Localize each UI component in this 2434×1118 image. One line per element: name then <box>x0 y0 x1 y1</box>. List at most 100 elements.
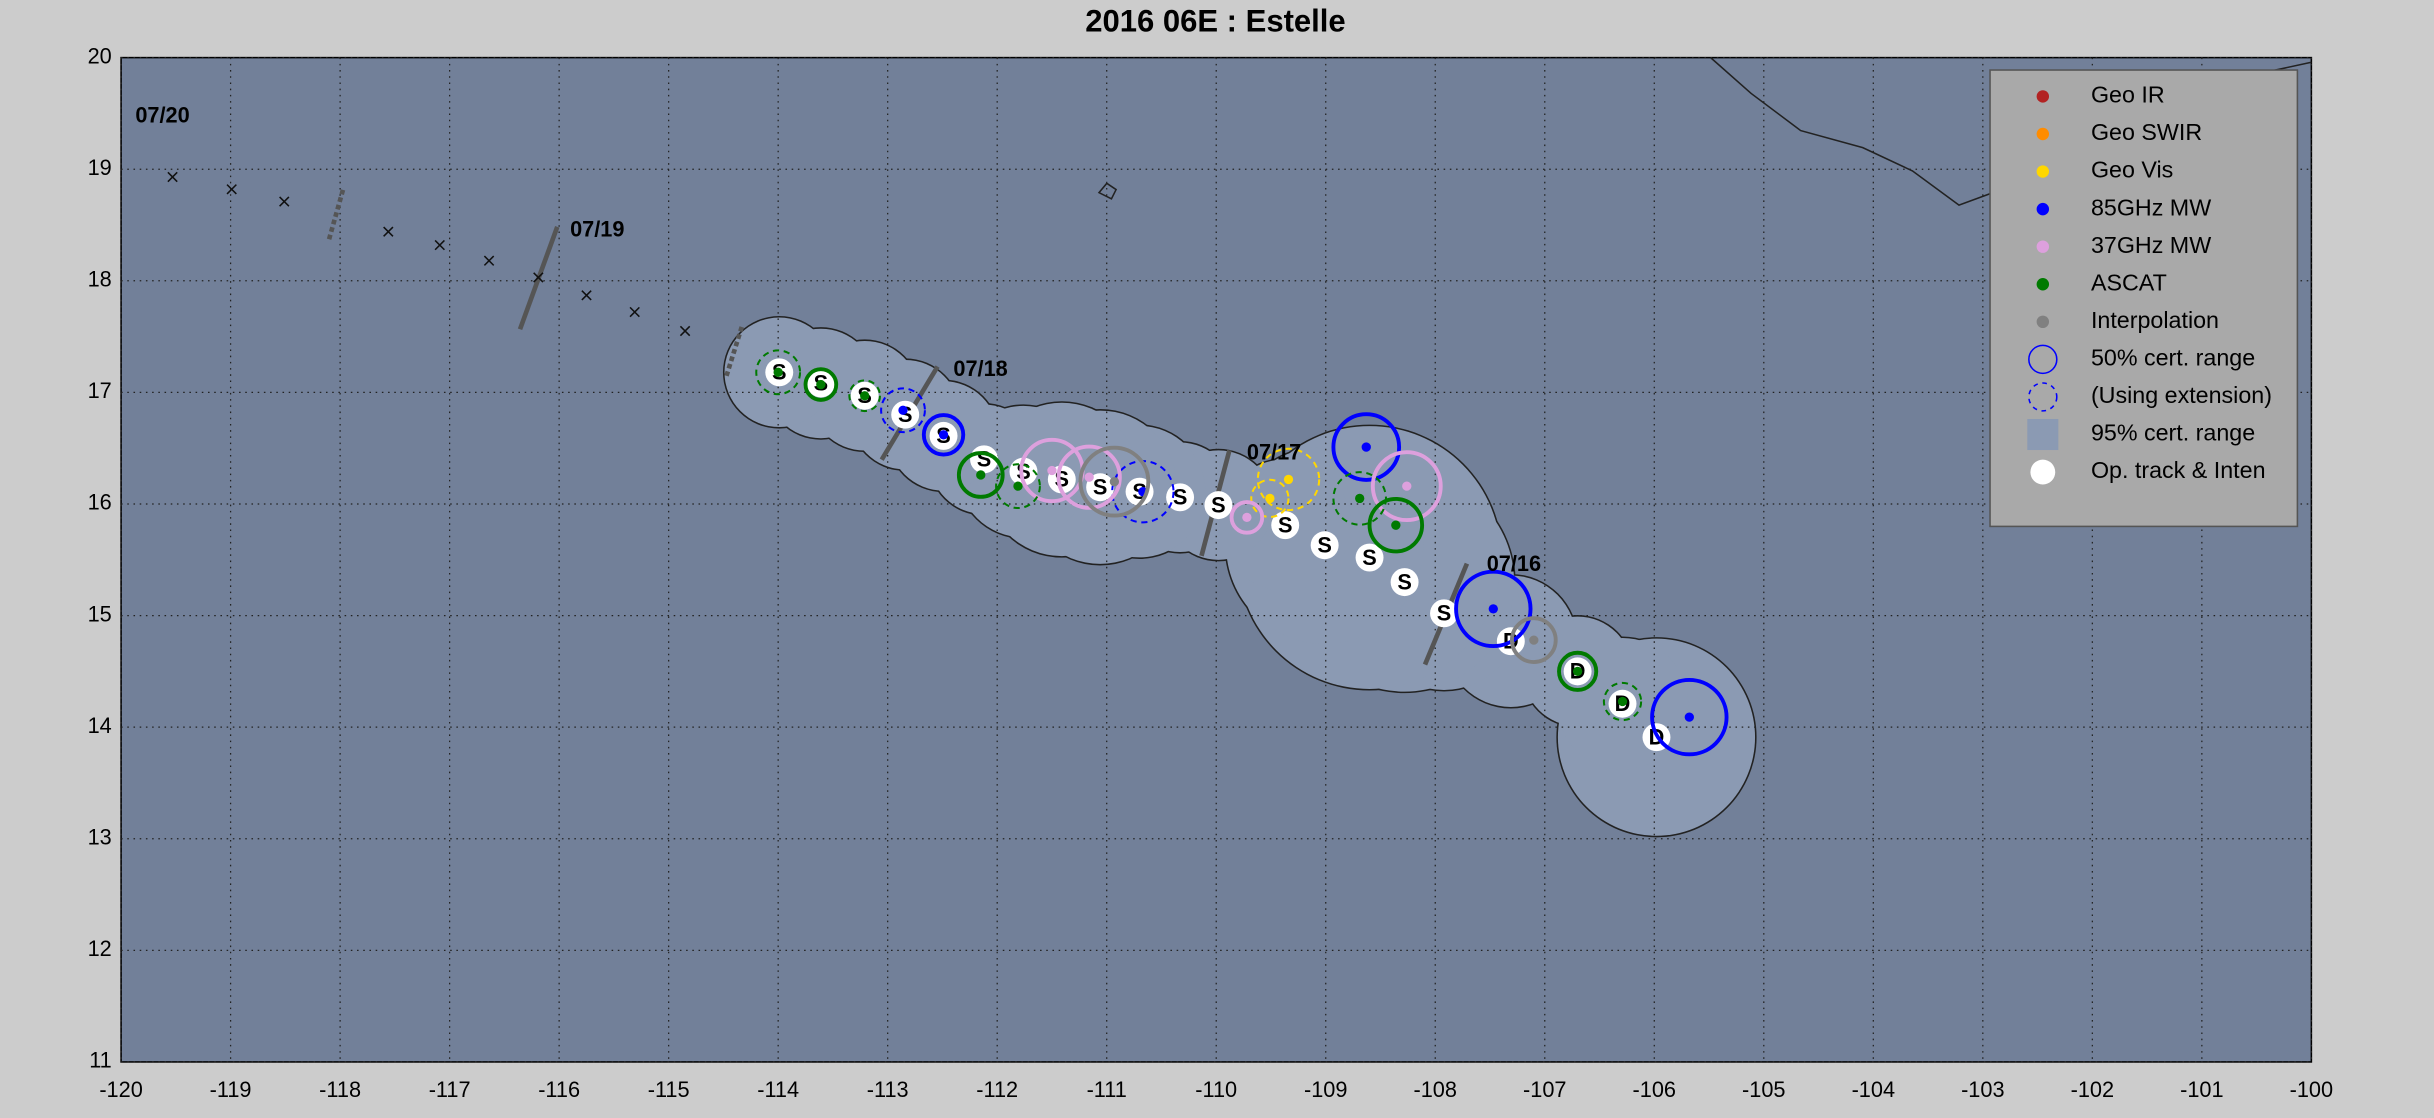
fix-ring <box>1229 500 1265 535</box>
legend-label: ASCAT <box>2091 269 2167 295</box>
fix-ring <box>1056 444 1122 510</box>
fix-ring <box>1509 616 1558 664</box>
x-tick-label: -109 <box>1304 1077 1347 1102</box>
x-tick-label: -104 <box>1852 1077 1895 1102</box>
fix-center <box>898 405 908 415</box>
track-point <box>1310 531 1339 560</box>
chart-title: 2016 06E : Estelle <box>1085 4 1345 39</box>
fix-center <box>1488 604 1498 614</box>
track-intensity: S <box>898 402 913 427</box>
fix-center <box>1265 493 1275 504</box>
fix-ring <box>1331 412 1402 482</box>
fix-ring <box>1256 447 1321 512</box>
track-point <box>1355 543 1384 572</box>
fix-center <box>976 470 986 480</box>
track-intensity: S <box>1317 533 1332 558</box>
legend-marker <box>2036 315 2050 329</box>
date-label: 07/17 <box>1247 439 1301 464</box>
y-tick-label: 15 <box>88 601 112 626</box>
x-tick-label: -118 <box>319 1077 361 1102</box>
fix-ring <box>1370 450 1443 523</box>
date-bar <box>724 325 745 377</box>
legend-marker <box>2036 90 2050 103</box>
fix-ring <box>755 349 802 396</box>
date-label: 07/18 <box>953 356 1007 381</box>
fix-ring <box>1367 496 1425 554</box>
legend-label: Geo IR <box>2091 82 2165 108</box>
track-point <box>1271 511 1300 540</box>
y-tick-label: 14 <box>88 713 112 738</box>
track-x-mark <box>226 184 237 195</box>
fix-ring <box>880 387 926 434</box>
y-tick-label: 12 <box>88 936 112 961</box>
legend-label: 95% cert. range <box>2091 420 2255 446</box>
x-tick-label: -106 <box>1633 1077 1676 1102</box>
track-x-mark <box>279 196 290 207</box>
y-tick-label: 16 <box>88 490 112 515</box>
legend-marker <box>2036 165 2050 178</box>
track-x-mark <box>533 272 544 283</box>
fix-ring <box>1557 650 1599 692</box>
track-point <box>1430 599 1458 628</box>
x-tick-label: -103 <box>1961 1077 2004 1102</box>
x-tick-label: -116 <box>538 1077 580 1102</box>
track-x-mark <box>434 239 445 251</box>
x-tick-label: -111 <box>1087 1077 1127 1102</box>
date-bar <box>326 188 346 240</box>
fix-center <box>1391 520 1401 530</box>
fix-ring <box>956 451 1005 499</box>
fix-center <box>1572 666 1583 677</box>
fix-ring <box>1650 677 1729 757</box>
fix-center <box>1283 474 1294 485</box>
date-label: 07/19 <box>570 216 624 241</box>
x-tick-label: -102 <box>2071 1077 2114 1102</box>
fix-center <box>1684 712 1694 722</box>
x-tick-label: -100 <box>2290 1077 2333 1102</box>
date-label: 07/16 <box>1487 551 1541 576</box>
x-tick-label: -120 <box>99 1077 142 1102</box>
track-intensity: S <box>1173 485 1188 510</box>
track-intensity: S <box>1362 545 1377 570</box>
legend-label: 37GHz MW <box>2091 232 2211 258</box>
marks: DDDDSSSSSSSSSSSSSSSSS <box>167 171 1729 757</box>
legend-marker <box>2030 459 2056 485</box>
date-label: 07/20 <box>135 102 189 127</box>
legend-label: 50% cert. range <box>2091 345 2255 371</box>
x-tick-label: -117 <box>429 1077 471 1102</box>
fix-center <box>1109 477 1120 487</box>
track-intensity: S <box>977 447 992 472</box>
x-tick-label: -119 <box>210 1077 252 1102</box>
track-intensity: S <box>1211 492 1226 517</box>
fix-center <box>773 367 783 377</box>
fix-ring <box>1250 478 1290 519</box>
fix-ring <box>1078 445 1151 518</box>
fix-center <box>1529 635 1539 645</box>
fix-center <box>1242 512 1252 523</box>
fix-ring <box>1602 681 1643 722</box>
fix-center <box>938 430 949 440</box>
track-point <box>1204 491 1233 520</box>
legend-label: Op. track & Inten <box>2091 457 2266 483</box>
x-tick-label: -108 <box>1414 1077 1457 1102</box>
legend-label: Geo SWIR <box>2091 119 2202 145</box>
track-x-mark <box>581 290 592 301</box>
track-x-mark <box>383 226 394 237</box>
legend-marker <box>2028 344 2058 375</box>
y-tick-label: 18 <box>88 267 112 292</box>
y-tick-label: 19 <box>88 155 112 180</box>
track-intensity: S <box>1397 569 1412 594</box>
fix-ring <box>1332 471 1387 526</box>
legend-marker <box>2036 278 2050 291</box>
fix-ring <box>848 379 882 413</box>
legend-marker <box>2036 202 2050 216</box>
fix-ring <box>803 367 839 402</box>
x-tick-label: -110 <box>1195 1077 1237 1102</box>
y-tick-label: 17 <box>88 378 112 403</box>
track-x-mark <box>167 171 178 183</box>
island <box>1097 182 1118 200</box>
y-tick-label: 13 <box>88 824 112 849</box>
x-tick-label: -101 <box>2180 1077 2223 1102</box>
fix-center <box>1617 696 1628 707</box>
legend-marker <box>2036 127 2050 141</box>
